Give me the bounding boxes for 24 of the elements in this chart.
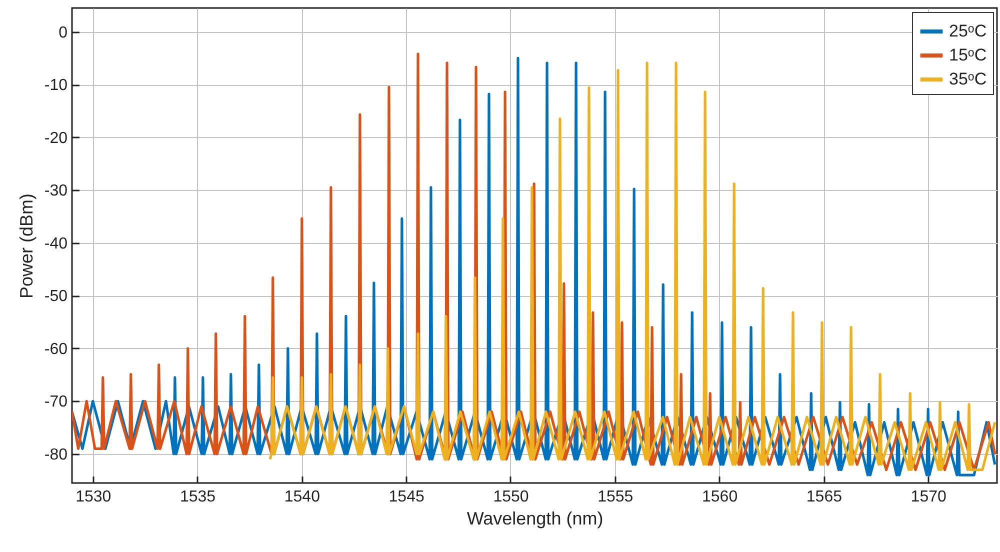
x-axis-title: Wavelength (nm) xyxy=(466,508,604,528)
x-tick-label: 1560 xyxy=(702,488,738,506)
y-tick-label: -50 xyxy=(44,288,68,306)
y-tick-label: -30 xyxy=(44,182,68,200)
y-axis-title: Power (dBm) xyxy=(16,193,36,299)
y-tick-label: -80 xyxy=(44,446,68,464)
y-tick-label: -10 xyxy=(44,77,68,94)
y-tick-label: 0 xyxy=(58,24,68,42)
x-tick-label: 1530 xyxy=(76,488,112,506)
x-tick-label: 1540 xyxy=(284,488,320,506)
x-tick-label: 1535 xyxy=(180,488,216,506)
x-tick-label: 1545 xyxy=(388,488,424,506)
y-tick-label: -20 xyxy=(44,130,68,147)
x-tick-label: 1550 xyxy=(493,488,529,506)
legend-label: 25ᵒC xyxy=(949,22,987,40)
x-tick-label: 1565 xyxy=(806,488,842,506)
x-tick-label: 1555 xyxy=(598,488,634,506)
legend-label: 15ᵒC xyxy=(949,46,987,64)
y-tick-label: -70 xyxy=(44,394,68,411)
line-series xyxy=(268,62,996,472)
legend-label: 35ᵒC xyxy=(949,70,987,88)
y-tick-label: -40 xyxy=(44,235,68,252)
x-tick-label: 1570 xyxy=(910,488,946,506)
y-tick-label: -60 xyxy=(44,340,68,358)
